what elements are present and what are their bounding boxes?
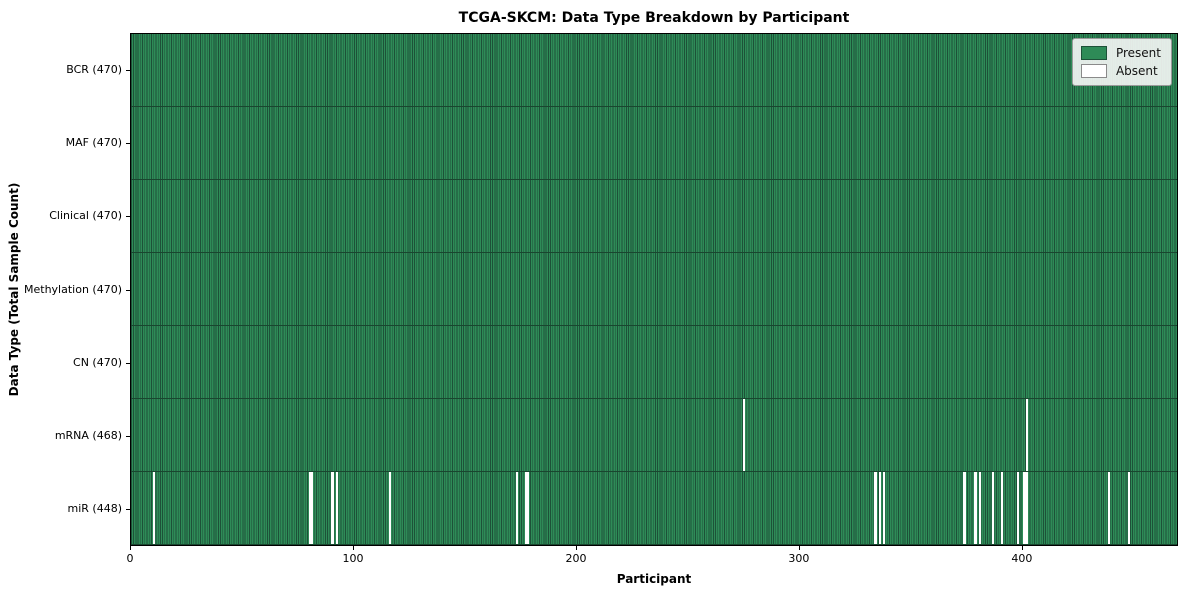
- y-tick-label: CN (470): [73, 355, 122, 369]
- absent-stripe: [309, 472, 312, 544]
- heatmap-row-clinical: [131, 180, 1177, 253]
- heatmap-row-methylation: [131, 253, 1177, 326]
- absent-stripe: [974, 472, 977, 544]
- absent-stripe: [963, 472, 966, 544]
- absent-stripe: [527, 472, 530, 544]
- absent-stripe: [1025, 399, 1028, 471]
- y-tick-mark: [126, 509, 130, 511]
- absent-stripe: [1025, 472, 1028, 544]
- heatmap-row-cn: [131, 326, 1177, 399]
- y-tick-mark: [126, 436, 130, 438]
- absent-stripe: [311, 472, 314, 544]
- heatmap-row-mrna: [131, 399, 1177, 472]
- x-tick-mark: [353, 546, 354, 550]
- y-tick-mark: [126, 289, 130, 291]
- x-tick-mark: [1021, 546, 1023, 550]
- legend: Present Absent: [1071, 38, 1172, 86]
- y-tick-mark: [126, 216, 130, 218]
- absent-stripe: [335, 472, 338, 544]
- heatmap-row-mir: [131, 472, 1177, 545]
- y-tick-label: miR (448): [67, 502, 123, 516]
- absent-stripe: [874, 472, 877, 544]
- chart-title: TCGA-SKCM: Data Type Breakdown by Partic…: [458, 10, 850, 26]
- y-tick-label: Clinical (470): [49, 209, 122, 223]
- y-tick-mark: [126, 69, 130, 71]
- y-tick-label: BCR (470): [66, 62, 122, 76]
- x-tick-mark: [798, 546, 800, 550]
- y-tick-mark: [126, 362, 130, 364]
- absent-stripe: [331, 472, 334, 544]
- absent-stripe: [1016, 472, 1019, 544]
- x-tick-mark: [576, 546, 577, 550]
- y-tick-mark: [126, 142, 130, 144]
- absent-stripe: [883, 472, 886, 544]
- absent-stripe: [1108, 472, 1111, 544]
- y-tick-label: Methylation (470): [24, 282, 122, 296]
- x-tick-label: 200: [565, 552, 587, 565]
- x-tick-mark: [130, 546, 131, 550]
- heatmap-row-maf: [131, 107, 1177, 180]
- absent-stripe: [992, 472, 995, 544]
- x-tick-label: 0: [126, 552, 134, 565]
- absent-stripe: [1128, 472, 1131, 544]
- absent-stripe: [878, 472, 881, 544]
- legend-label-present: Present: [1115, 46, 1161, 60]
- y-tick-label: mRNA (468): [54, 429, 122, 443]
- heatmap-row-bcr: [131, 34, 1177, 107]
- x-tick-label: 300: [788, 552, 810, 565]
- absent-stripe: [978, 472, 982, 544]
- absent-stripe: [153, 472, 156, 544]
- x-axis-label: Participant: [616, 572, 692, 586]
- x-tick-label: 400: [1011, 552, 1033, 565]
- legend-item-present: Present: [1080, 44, 1161, 62]
- legend-label-absent: Absent: [1115, 64, 1158, 78]
- absent-swatch: [1080, 64, 1107, 78]
- present-swatch: [1080, 46, 1107, 60]
- y-tick-label: MAF (470): [65, 135, 122, 149]
- plot-area: Present Absent: [130, 33, 1178, 546]
- absent-stripe: [516, 472, 519, 544]
- absent-stripe: [743, 399, 746, 471]
- absent-stripe: [1023, 472, 1026, 544]
- absent-stripe: [389, 472, 392, 544]
- absent-stripe: [1001, 472, 1004, 544]
- legend-item-absent: Absent: [1080, 62, 1161, 80]
- x-tick-label: 100: [342, 552, 364, 565]
- absent-stripe: [524, 472, 528, 544]
